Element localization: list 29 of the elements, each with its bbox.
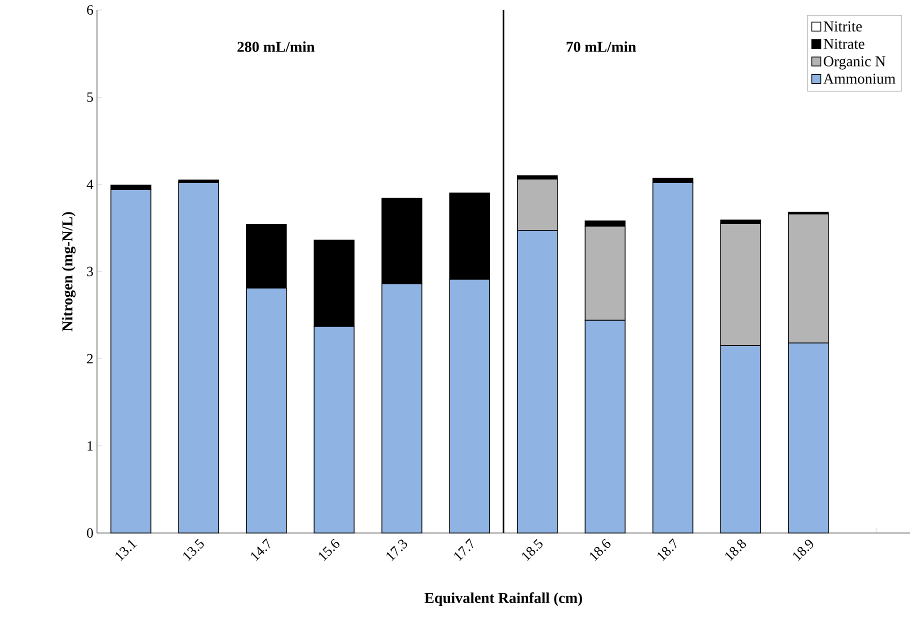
x-tick-label: 14.7 xyxy=(251,538,270,561)
bar xyxy=(652,182,694,534)
x-tick-label: 18.7 xyxy=(658,538,676,562)
x-tick-label: 13.5 xyxy=(183,538,204,562)
y-tick-label: 0 xyxy=(87,528,93,538)
x-tick-label: 13.1 xyxy=(116,540,137,562)
x-tick-label: 18.9 xyxy=(793,540,814,562)
legend-label: Organic N xyxy=(824,56,886,70)
legend-label: Nitrite xyxy=(824,21,862,32)
bar xyxy=(110,189,152,534)
legend-label: Ammonium xyxy=(823,74,896,84)
x-tick-label: 15.6 xyxy=(318,538,340,562)
x-axis-title: Equivalent Rainfall (cm) xyxy=(424,592,582,606)
legend-label: Nitrate xyxy=(824,38,864,49)
annotation: 280 mL/min xyxy=(238,41,315,52)
y-tick-label: 3 xyxy=(87,266,93,276)
y-tick-label: 5 xyxy=(87,92,93,102)
bar xyxy=(178,182,220,534)
x-tick-label: 18.8 xyxy=(725,540,746,562)
y-axis-title: Nitrogen (mg-N/L) xyxy=(62,212,76,332)
x-tick-label: 18.5 xyxy=(522,538,543,562)
y-tick-label: 4 xyxy=(86,180,94,189)
x-tick-label: 17.7 xyxy=(454,538,473,561)
y-tick-label: 2 xyxy=(87,354,93,364)
x-tick-label: 18.6 xyxy=(590,538,610,562)
y-tick-label: 6 xyxy=(87,5,94,15)
x-tick-label: 17.3 xyxy=(386,540,408,562)
annotation: 70 mL/min xyxy=(566,41,636,52)
y-tick-label: 1 xyxy=(88,441,93,450)
